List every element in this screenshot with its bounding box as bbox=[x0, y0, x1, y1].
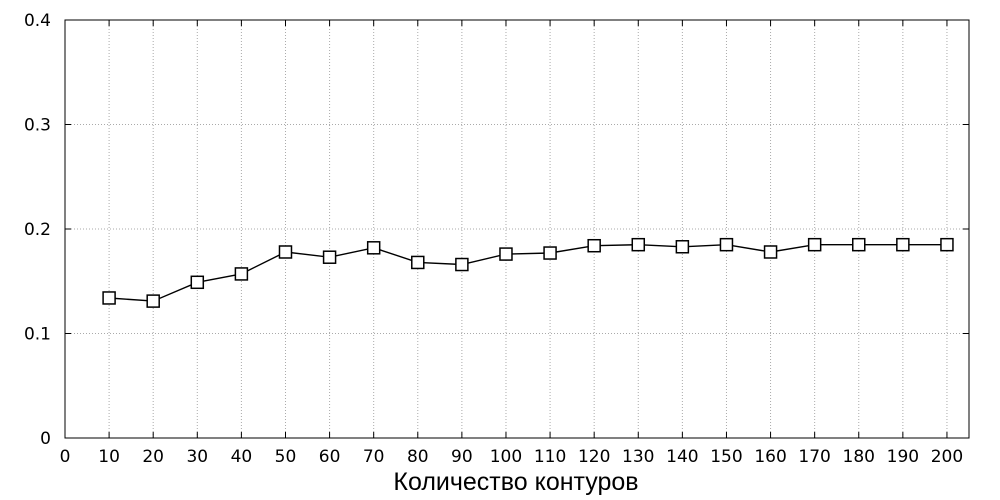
x-tick-label: 100 bbox=[490, 447, 522, 467]
data-point-marker bbox=[587, 238, 601, 253]
data-point-marker bbox=[411, 255, 425, 270]
data-point-marker bbox=[278, 245, 293, 259]
x-tick-label: 180 bbox=[843, 447, 875, 467]
x-tick-label: 120 bbox=[578, 447, 610, 467]
y-tick-label: 0.2 bbox=[24, 220, 51, 240]
data-point-marker bbox=[940, 237, 954, 252]
x-tick-label: 0 bbox=[60, 447, 71, 467]
x-tick-label: 80 bbox=[407, 447, 429, 467]
grid-layer bbox=[65, 20, 969, 438]
x-tick-label: 140 bbox=[666, 447, 698, 467]
y-tick-label: 0.4 bbox=[24, 11, 51, 31]
data-point-marker bbox=[675, 240, 690, 254]
series-line bbox=[109, 243, 947, 302]
data-point-marker bbox=[631, 237, 646, 252]
data-point-marker bbox=[366, 241, 381, 255]
y-tick-label: 0.1 bbox=[24, 325, 51, 345]
y-tick-label: 0 bbox=[40, 429, 51, 449]
x-tick-label: 160 bbox=[754, 447, 786, 467]
x-tick-label: 200 bbox=[931, 447, 963, 467]
data-point-marker bbox=[455, 257, 469, 272]
x-tick-label: 30 bbox=[186, 447, 208, 467]
tick-layer bbox=[64, 19, 969, 439]
x-tick-label: 60 bbox=[319, 447, 341, 467]
x-tick-label: 70 bbox=[363, 447, 385, 467]
x-tick-label: 130 bbox=[622, 447, 654, 467]
x-tick-label: 190 bbox=[887, 447, 919, 467]
x-tick-label: 150 bbox=[710, 447, 742, 467]
data-point-marker bbox=[234, 267, 249, 281]
x-tick-label: 170 bbox=[798, 447, 830, 467]
data-point-marker bbox=[763, 245, 778, 259]
data-point-marker bbox=[807, 237, 822, 252]
x-tick-label: 10 bbox=[98, 447, 120, 467]
x-tick-labels: 0 10 20 30 40 50 60 70 80 90 100 110 120 130 140 150 160… bbox=[60, 447, 964, 467]
data-point-marker bbox=[719, 237, 734, 252]
y-tick-labels: 0 0.1 0.2 0.3 0.4 bbox=[24, 11, 51, 449]
data-point-marker bbox=[146, 294, 160, 308]
x-tick-label: 20 bbox=[142, 447, 164, 467]
data-point-marker bbox=[852, 237, 866, 252]
y-tick-label: 0.3 bbox=[24, 116, 51, 136]
data-point-marker bbox=[322, 250, 337, 264]
x-tick-label: 40 bbox=[231, 447, 253, 467]
x-tick-label: 110 bbox=[534, 447, 566, 467]
x-tick-label: 50 bbox=[275, 447, 297, 467]
data-point-marker bbox=[896, 237, 910, 252]
x-tick-label: 90 bbox=[451, 447, 473, 467]
data-point-marker bbox=[543, 246, 557, 260]
x-axis-title: Количество контуров bbox=[393, 468, 638, 496]
data-point-marker bbox=[190, 275, 205, 290]
data-point-marker bbox=[499, 247, 513, 261]
series-markers bbox=[102, 237, 954, 308]
data-point-marker bbox=[102, 291, 116, 305]
